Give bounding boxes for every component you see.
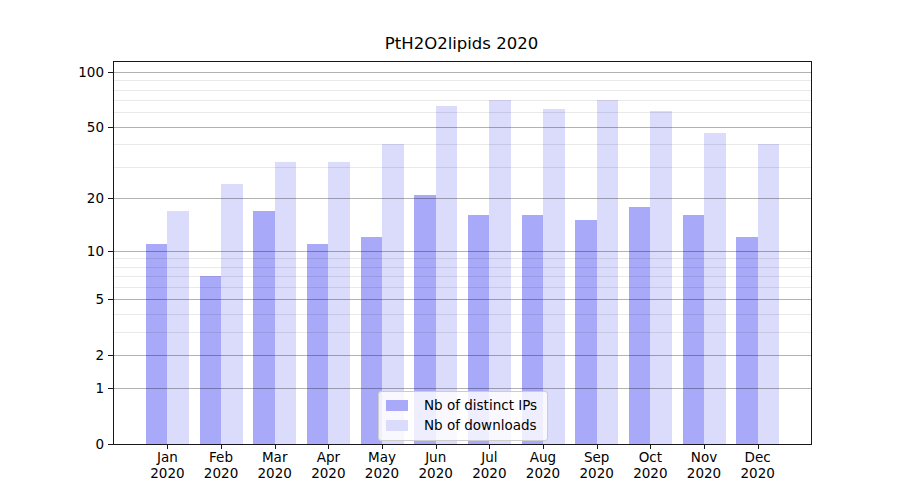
gridline-major-100 [114, 72, 811, 73]
y-tick-mark-5 [108, 299, 113, 300]
gridline-minor-40 [114, 144, 811, 145]
gridline-minor-60 [114, 112, 811, 113]
y-tick-mark-2 [108, 355, 113, 356]
x-tick-label-apr: Apr 2020 [301, 450, 355, 481]
gridline-minor-90 [114, 80, 811, 81]
gridline-major-1 [114, 388, 811, 389]
gridline-minor-30 [114, 167, 811, 168]
x-tick-label-aug: Aug 2020 [516, 450, 570, 481]
gridline-major-10 [114, 251, 811, 252]
bar-distinct-ips-feb [200, 276, 222, 444]
bar-downloads-apr [328, 162, 350, 444]
y-tick-label-50: 50 [54, 119, 104, 135]
bar-downloads-mar [275, 162, 297, 444]
legend-item-distinct-ips: Nb of distinct IPs [386, 397, 537, 414]
gridline-major-2 [114, 355, 811, 356]
y-tick-mark-10 [108, 251, 113, 252]
gridline-minor-3 [114, 332, 811, 333]
bar-distinct-ips-apr [307, 244, 329, 444]
y-tick-mark-1 [108, 388, 113, 389]
gridline-minor-9 [114, 258, 811, 259]
y-tick-label-20: 20 [54, 190, 104, 206]
bar-downloads-jan [167, 211, 189, 444]
chart-title: PtH2O2lipids 2020 [113, 34, 810, 53]
y-tick-label-5: 5 [54, 291, 104, 307]
gridline-minor-80 [114, 90, 811, 91]
y-tick-mark-50 [108, 127, 113, 128]
legend: Nb of distinct IPs Nb of downloads [378, 391, 548, 441]
gridline-major-20 [114, 198, 811, 199]
x-tick-label-feb: Feb 2020 [194, 450, 248, 481]
bar-distinct-ips-mar [253, 211, 275, 444]
y-tick-mark-100 [108, 72, 113, 73]
gridline-minor-70 [114, 100, 811, 101]
gridline-major-50 [114, 127, 811, 128]
bar-downloads-nov [704, 133, 726, 444]
x-tick-label-oct: Oct 2020 [623, 450, 677, 481]
y-tick-mark-0 [108, 444, 113, 445]
bar-distinct-ips-oct [629, 207, 651, 444]
bar-downloads-sep [597, 100, 619, 444]
gridline-minor-8 [114, 267, 811, 268]
legend-item-downloads: Nb of downloads [386, 417, 537, 434]
plot-area: Nb of distinct IPs Nb of downloads [113, 61, 812, 445]
y-tick-label-100: 100 [54, 64, 104, 80]
x-tick-label-dec: Dec 2020 [731, 450, 785, 481]
y-tick-mark-20 [108, 198, 113, 199]
x-tick-label-jun: Jun 2020 [409, 450, 463, 481]
x-tick-label-jul: Jul 2020 [462, 450, 516, 481]
gridline-major-5 [114, 299, 811, 300]
gridline-minor-4 [114, 314, 811, 315]
y-tick-label-0: 0 [54, 436, 104, 452]
x-tick-label-may: May 2020 [355, 450, 409, 481]
bar-downloads-dec [758, 144, 780, 444]
gridline-minor-7 [114, 276, 811, 277]
y-tick-label-10: 10 [54, 243, 104, 259]
legend-swatch-distinct-ips [386, 400, 408, 411]
y-tick-label-1: 1 [54, 380, 104, 396]
gridline-minor-6 [114, 287, 811, 288]
legend-label-distinct-ips: Nb of distinct IPs [424, 397, 537, 414]
bar-downloads-oct [650, 111, 672, 444]
x-tick-label-mar: Mar 2020 [248, 450, 302, 481]
x-tick-label-sep: Sep 2020 [570, 450, 624, 481]
y-tick-label-2: 2 [54, 347, 104, 363]
bar-distinct-ips-jan [146, 244, 168, 444]
bar-distinct-ips-dec [736, 237, 758, 444]
figure: PtH2O2lipids 2020 Nb of distinct IPs Nb … [0, 0, 900, 500]
legend-swatch-downloads [386, 420, 408, 431]
x-tick-label-jan: Jan 2020 [140, 450, 194, 481]
legend-label-downloads: Nb of downloads [424, 417, 537, 434]
x-tick-label-nov: Nov 2020 [677, 450, 731, 481]
